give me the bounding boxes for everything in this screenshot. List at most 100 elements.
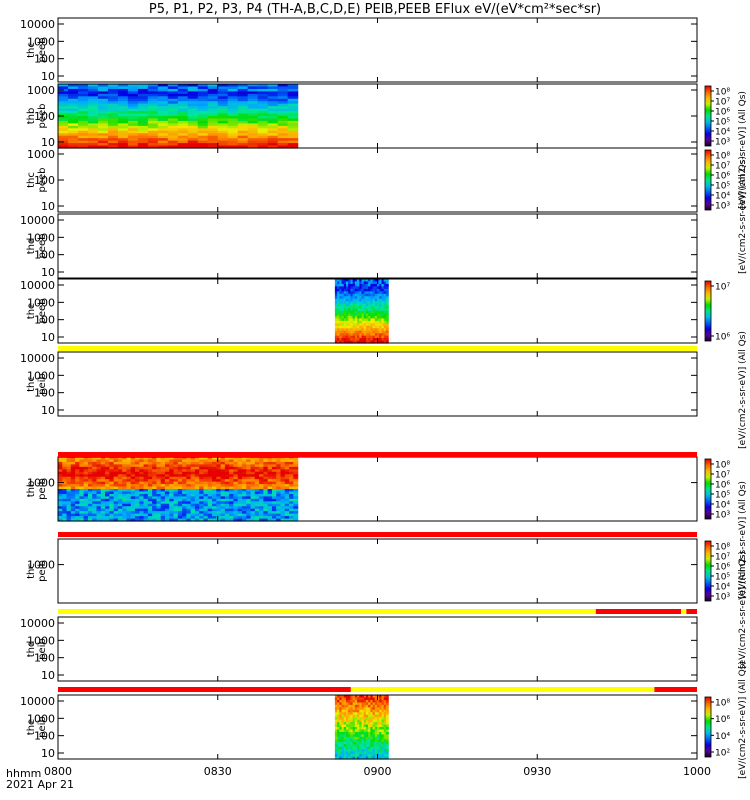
heatmap-cell xyxy=(337,712,340,716)
heatmap-cell xyxy=(173,513,179,517)
heatmap-cell xyxy=(357,717,360,721)
colorbar-tick-label: 10⁴ xyxy=(715,128,730,138)
heatmap-cell xyxy=(350,722,354,726)
heatmap-cell xyxy=(177,484,183,488)
heatmap-cell xyxy=(385,335,389,339)
heatmap-cell xyxy=(345,744,349,748)
heatmap-cell xyxy=(334,311,338,315)
heatmap-cell xyxy=(87,459,93,463)
heatmap-cell xyxy=(127,88,139,92)
heatmap-cell xyxy=(284,484,290,488)
heatmap-cell xyxy=(79,496,85,500)
heatmap-cell xyxy=(350,318,354,322)
heatmap-cell xyxy=(259,516,264,520)
heatmap-cell xyxy=(383,702,387,706)
heatmap-cell xyxy=(385,704,389,708)
heatmap-cell xyxy=(343,712,347,716)
heatmap-cell xyxy=(352,315,356,319)
heatmap-cell xyxy=(280,466,286,470)
heatmap-cell xyxy=(254,493,260,497)
heatmap-cell xyxy=(287,91,299,95)
heatmap-cell xyxy=(127,123,139,127)
heatmap-cell xyxy=(372,340,376,344)
heatmap-cell xyxy=(58,106,69,110)
heatmap-cell xyxy=(100,479,106,483)
heatmap-cell xyxy=(97,123,109,127)
heatmap-cell xyxy=(348,288,352,292)
y-tick-label: 100 xyxy=(34,314,55,327)
y-tick-label: 1000 xyxy=(27,84,55,97)
heatmap-cell xyxy=(377,719,380,723)
heatmap-cell xyxy=(365,756,369,760)
heatmap-cell xyxy=(383,719,387,723)
heatmap-cell xyxy=(70,479,76,483)
heatmap-cell xyxy=(341,283,345,287)
heatmap-cell xyxy=(289,489,294,493)
heatmap-cell xyxy=(354,298,358,302)
heatmap-cell xyxy=(339,702,343,706)
heatmap-cell xyxy=(276,496,282,500)
heatmap-cell xyxy=(365,306,369,310)
heatmap-cell xyxy=(350,293,354,297)
heatmap-cell xyxy=(220,506,226,510)
heatmap-cell xyxy=(365,727,369,731)
heatmap-cell xyxy=(100,489,106,493)
heatmap-cell xyxy=(350,325,354,329)
heatmap-cell xyxy=(182,489,187,493)
heatmap-cell xyxy=(352,734,356,738)
heatmap-cell xyxy=(237,130,249,134)
heatmap-cell xyxy=(227,111,239,115)
heatmap-cell xyxy=(182,508,187,512)
heatmap-cell xyxy=(293,469,299,473)
heatmap-cell xyxy=(147,130,159,134)
heatmap-cell xyxy=(113,501,119,505)
heatmap-cell xyxy=(92,481,98,485)
y-tick-label: 10000 xyxy=(20,352,55,365)
heatmap-cell xyxy=(58,145,69,149)
heatmap-cell xyxy=(385,328,389,332)
heatmap-cell xyxy=(105,498,110,502)
heatmap-cell xyxy=(169,513,175,517)
heatmap-cell xyxy=(365,315,369,319)
heatmap-cell xyxy=(379,746,383,750)
heatmap-cell xyxy=(105,484,110,488)
heatmap-cell xyxy=(177,120,189,124)
y-tick-label: 100 xyxy=(34,730,55,743)
heatmap-cell xyxy=(259,459,264,463)
heatmap-cell xyxy=(77,116,89,120)
heatmap-cell xyxy=(368,697,371,701)
heatmap-cell xyxy=(77,96,89,100)
heatmap-cell xyxy=(363,699,367,703)
heatmap-cell xyxy=(385,749,389,753)
heatmap-cell xyxy=(216,486,222,490)
heatmap-cell xyxy=(113,498,119,502)
heatmap-cell xyxy=(117,498,123,502)
heatmap-cell xyxy=(79,501,85,505)
heatmap-cell xyxy=(70,481,76,485)
heatmap-cell xyxy=(334,739,338,743)
heatmap-cell xyxy=(246,479,252,483)
heatmap-cell xyxy=(350,741,354,745)
heatmap-cell xyxy=(96,476,102,480)
panel-label-inst: peib xyxy=(37,716,48,738)
heatmap-cell xyxy=(247,133,259,137)
heatmap-cell xyxy=(374,291,378,295)
heatmap-cell xyxy=(385,318,389,322)
heatmap-cell xyxy=(361,340,365,344)
heatmap-cell xyxy=(58,481,63,485)
heatmap-cell xyxy=(227,133,239,137)
heatmap-cell xyxy=(58,464,63,468)
heatmap-cell xyxy=(381,301,385,305)
heatmap-cell xyxy=(379,754,383,758)
heatmap-cell xyxy=(379,704,383,708)
heatmap-cell xyxy=(379,731,383,735)
heatmap-cell xyxy=(343,744,347,748)
heatmap-cell xyxy=(337,298,340,302)
heatmap-cell xyxy=(365,744,369,748)
colorbar-tick-label: 10⁷ xyxy=(715,98,730,108)
heatmap-cell xyxy=(117,108,129,112)
heatmap-cell xyxy=(212,513,217,517)
heatmap-cell xyxy=(173,508,179,512)
colorbar-tick-label: 10⁸ xyxy=(715,461,730,471)
